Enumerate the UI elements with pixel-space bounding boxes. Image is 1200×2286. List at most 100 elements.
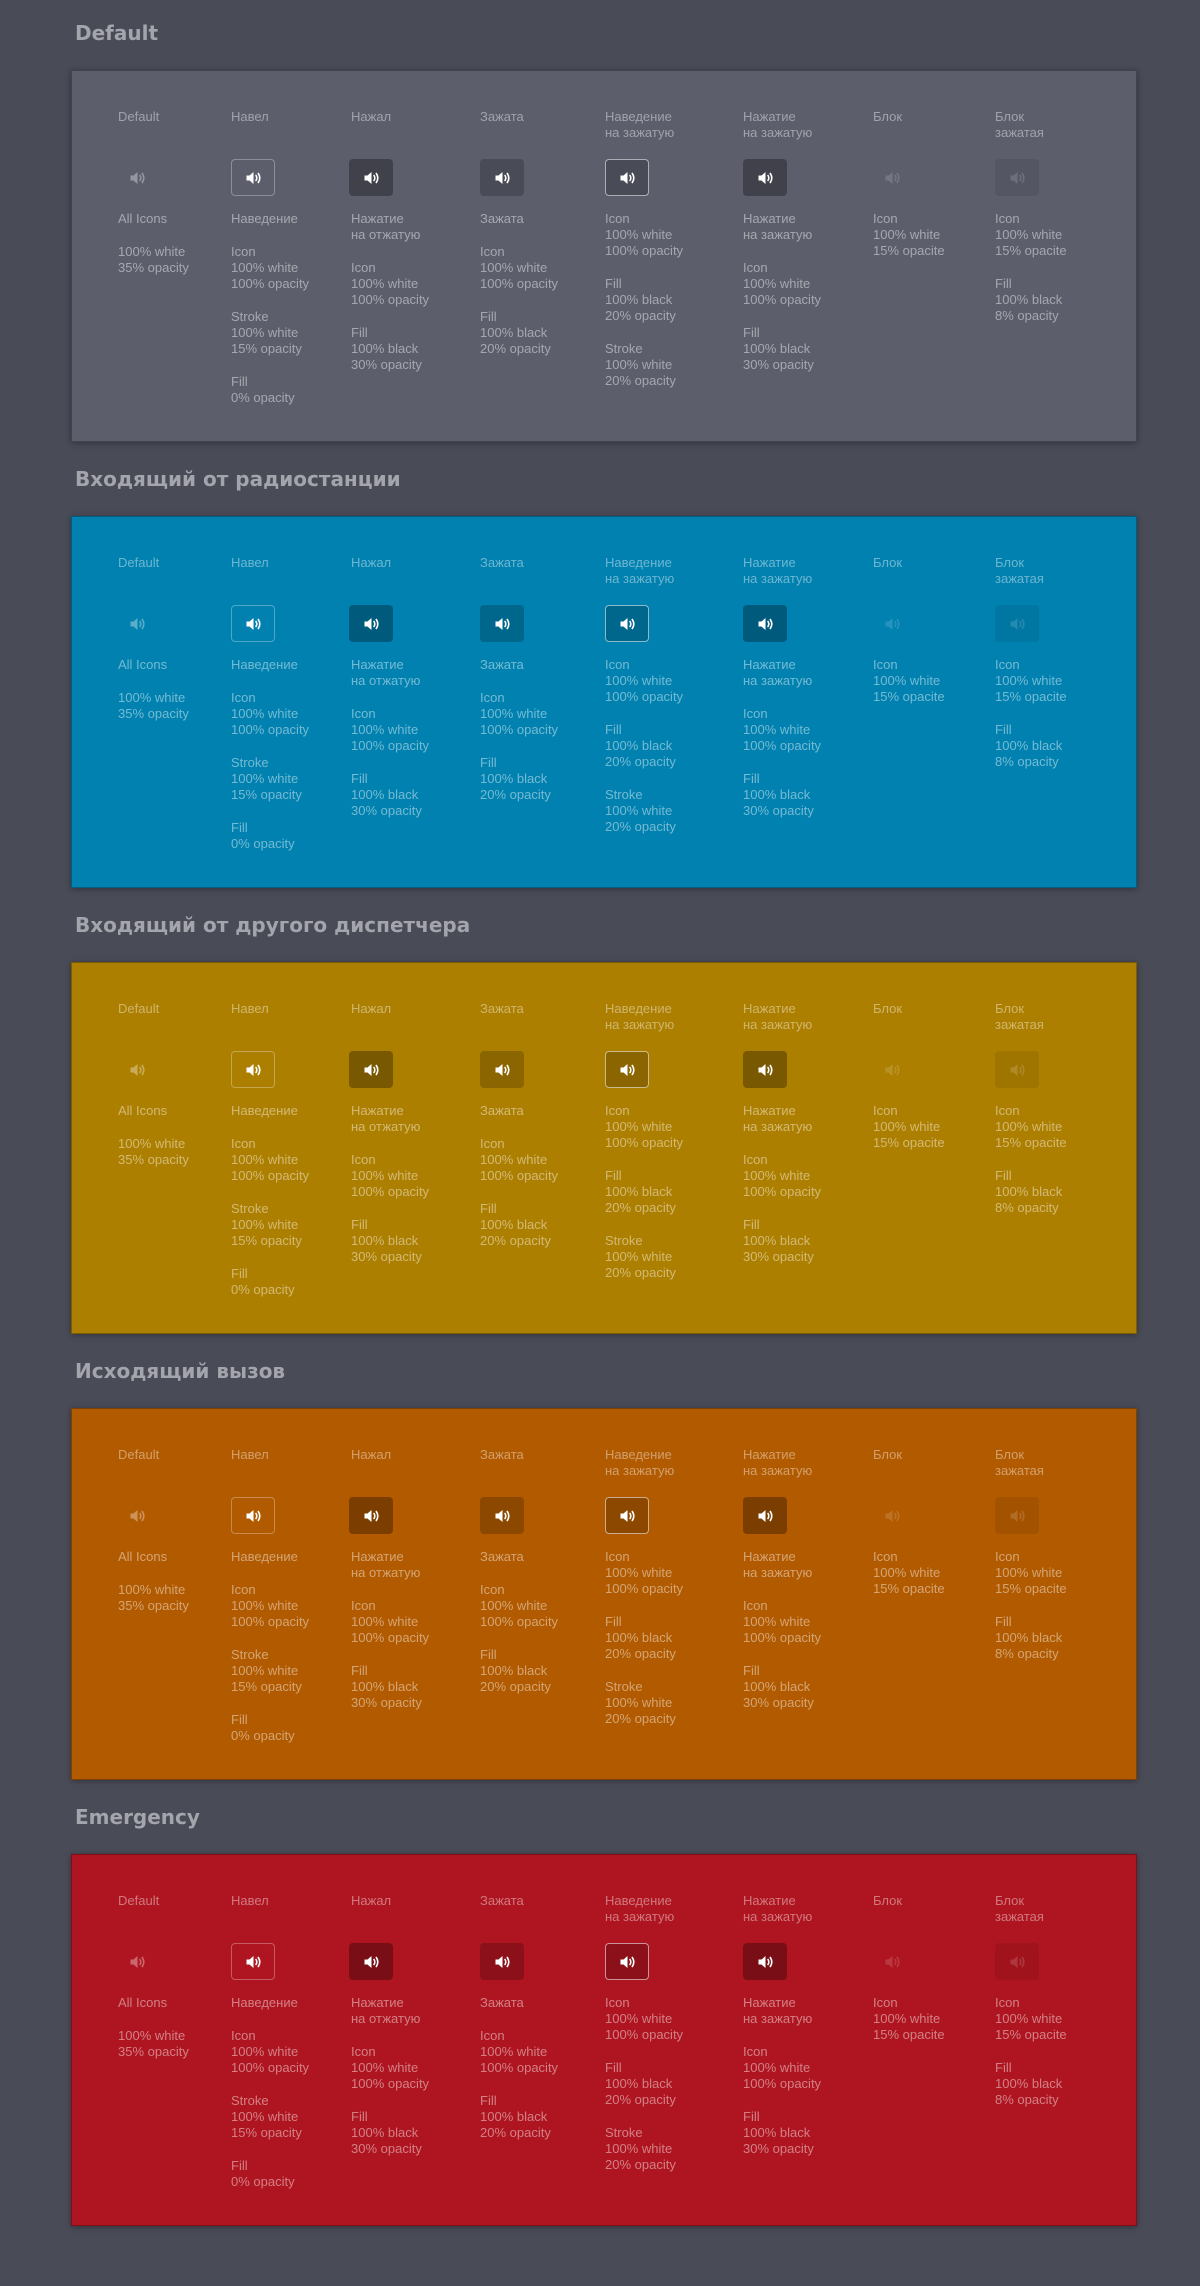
speaker-volume-icon xyxy=(243,1060,263,1080)
speaker-button-hover[interactable] xyxy=(231,1943,275,1980)
spec-line: 0% opacity xyxy=(231,836,295,851)
spec-block: Наведение xyxy=(231,1549,309,1565)
speaker-button-latched[interactable] xyxy=(480,1943,524,1980)
spec-line: 100% white xyxy=(231,1663,299,1678)
speaker-button-latched[interactable] xyxy=(480,605,524,642)
speaker-volume-icon xyxy=(882,168,902,188)
state-header-line: Зажата xyxy=(480,1447,524,1462)
speaker-button-default[interactable] xyxy=(115,1497,159,1534)
spec-block: Icon 100% white 100% opacity xyxy=(605,211,683,259)
spec-line: 8% opacity xyxy=(995,1200,1059,1215)
speaker-button-press-latched[interactable] xyxy=(743,1943,787,1980)
state-spec: Зажата Icon 100% white 100% opacity Fill 100%… xyxy=(480,1103,558,1266)
speaker-volume-icon xyxy=(492,168,512,188)
speaker-button-pressed[interactable] xyxy=(349,605,393,642)
spec-line: 100% white xyxy=(351,1168,419,1183)
spec-line: 20% opacity xyxy=(480,1679,551,1694)
speaker-button-disabled-latched[interactable] xyxy=(995,159,1039,196)
speaker-button-latched[interactable] xyxy=(480,159,524,196)
spec-line: Icon xyxy=(480,1582,505,1597)
state-spec: Нажатие на отжатую Icon 100% white 100% opac… xyxy=(351,211,429,390)
spec-line: 100% white xyxy=(231,771,299,786)
speaker-button-disabled[interactable] xyxy=(870,159,914,196)
speaker-button-hover[interactable] xyxy=(231,605,275,642)
speaker-button-hover[interactable] xyxy=(231,159,275,196)
speaker-button-pressed[interactable] xyxy=(349,159,393,196)
speaker-volume-icon-glyph xyxy=(1010,1509,1025,1522)
spec-line: 100% white xyxy=(480,260,548,275)
state-panel: Default All Icons 100% white 35% opacity Нав… xyxy=(71,1854,1137,2226)
speaker-button-latched[interactable] xyxy=(480,1051,524,1088)
spec-line: 100% opacity xyxy=(743,292,822,307)
speaker-volume-icon-glyph xyxy=(364,1509,379,1522)
state-header: Нажатие на зажатую xyxy=(743,1893,812,1925)
state-spec: Icon 100% white 100% opacity Fill 100% black… xyxy=(605,1103,683,1298)
spec-line: Наведение xyxy=(231,1103,298,1118)
speaker-button-hover-latched[interactable] xyxy=(605,1051,649,1088)
speaker-volume-icon-glyph xyxy=(758,1063,773,1076)
speaker-button-default[interactable] xyxy=(115,159,159,196)
speaker-button-hover-latched[interactable] xyxy=(605,1943,649,1980)
speaker-button-default[interactable] xyxy=(115,1051,159,1088)
speaker-volume-icon xyxy=(617,1060,637,1080)
speaker-volume-icon xyxy=(492,1952,512,1972)
speaker-button-hover[interactable] xyxy=(231,1497,275,1534)
speaker-button-pressed[interactable] xyxy=(349,1051,393,1088)
spec-block: Icon 100% white 100% opacity xyxy=(351,1152,429,1200)
speaker-button-pressed[interactable] xyxy=(349,1497,393,1534)
spec-line: 30% opacity xyxy=(351,1249,422,1264)
state-spec: Icon 100% white 15% opacite Fill 100% black 8… xyxy=(995,1549,1067,1679)
spec-line: 100% black xyxy=(351,2125,419,2140)
state-header: Блок xyxy=(873,109,902,125)
state-header-line: Блок xyxy=(995,1447,1025,1462)
spec-line: Нажатие xyxy=(351,657,404,672)
speaker-button-hover[interactable] xyxy=(231,1051,275,1088)
speaker-button-pressed[interactable] xyxy=(349,1943,393,1980)
speaker-button-press-latched[interactable] xyxy=(743,1497,787,1534)
speaker-button-disabled[interactable] xyxy=(870,1497,914,1534)
speaker-button-disabled[interactable] xyxy=(870,605,914,642)
speaker-button-press-latched[interactable] xyxy=(743,1051,787,1088)
speaker-volume-icon-glyph xyxy=(130,617,145,630)
spec-line: Stroke xyxy=(231,755,269,770)
state-header: Навел xyxy=(231,1447,269,1463)
spec-block: Icon 100% white 100% opacity xyxy=(605,1103,683,1151)
speaker-volume-icon-glyph xyxy=(758,1509,773,1522)
speaker-button-disabled-latched[interactable] xyxy=(995,605,1039,642)
speaker-volume-icon xyxy=(882,1952,902,1972)
state-panel: Default All Icons 100% white 35% opacity Нав… xyxy=(71,1408,1137,1780)
speaker-button-disabled[interactable] xyxy=(870,1943,914,1980)
speaker-button-disabled-latched[interactable] xyxy=(995,1497,1039,1534)
speaker-button-press-latched[interactable] xyxy=(743,605,787,642)
speaker-volume-icon-glyph xyxy=(620,1063,635,1076)
state-header-line: Навел xyxy=(231,1893,269,1908)
speaker-button-default[interactable] xyxy=(115,1943,159,1980)
speaker-volume-icon xyxy=(243,1952,263,1972)
speaker-button-hover-latched[interactable] xyxy=(605,1497,649,1534)
speaker-button-latched[interactable] xyxy=(480,1497,524,1534)
spec-block: All Icons xyxy=(118,1103,189,1119)
speaker-button-hover-latched[interactable] xyxy=(605,159,649,196)
spec-line: Наведение xyxy=(231,1549,298,1564)
speaker-volume-icon xyxy=(361,1060,381,1080)
speaker-button-press-latched[interactable] xyxy=(743,159,787,196)
state-header-line: Блок xyxy=(995,555,1025,570)
state-header-line: Блок xyxy=(995,109,1025,124)
spec-block: 100% white 35% opacity xyxy=(118,244,189,276)
speaker-volume-icon-glyph xyxy=(758,171,773,184)
state-header: Блок зажатая xyxy=(995,1001,1044,1033)
spec-line: Fill xyxy=(351,771,368,786)
spec-line: 100% opacity xyxy=(351,1630,430,1645)
speaker-button-hover-latched[interactable] xyxy=(605,605,649,642)
speaker-button-disabled-latched[interactable] xyxy=(995,1051,1039,1088)
speaker-button-default[interactable] xyxy=(115,605,159,642)
spec-line: Stroke xyxy=(605,787,643,802)
speaker-button-disabled-latched[interactable] xyxy=(995,1943,1039,1980)
spec-line: 8% opacity xyxy=(995,754,1059,769)
spec-line: Зажата xyxy=(480,1103,524,1118)
speaker-button-disabled[interactable] xyxy=(870,1051,914,1088)
state-spec: All Icons 100% white 35% opacity xyxy=(118,211,189,293)
spec-line: 100% white xyxy=(995,1565,1063,1580)
spec-line: 100% black xyxy=(351,1233,419,1248)
spec-line: 100% white xyxy=(480,1152,548,1167)
